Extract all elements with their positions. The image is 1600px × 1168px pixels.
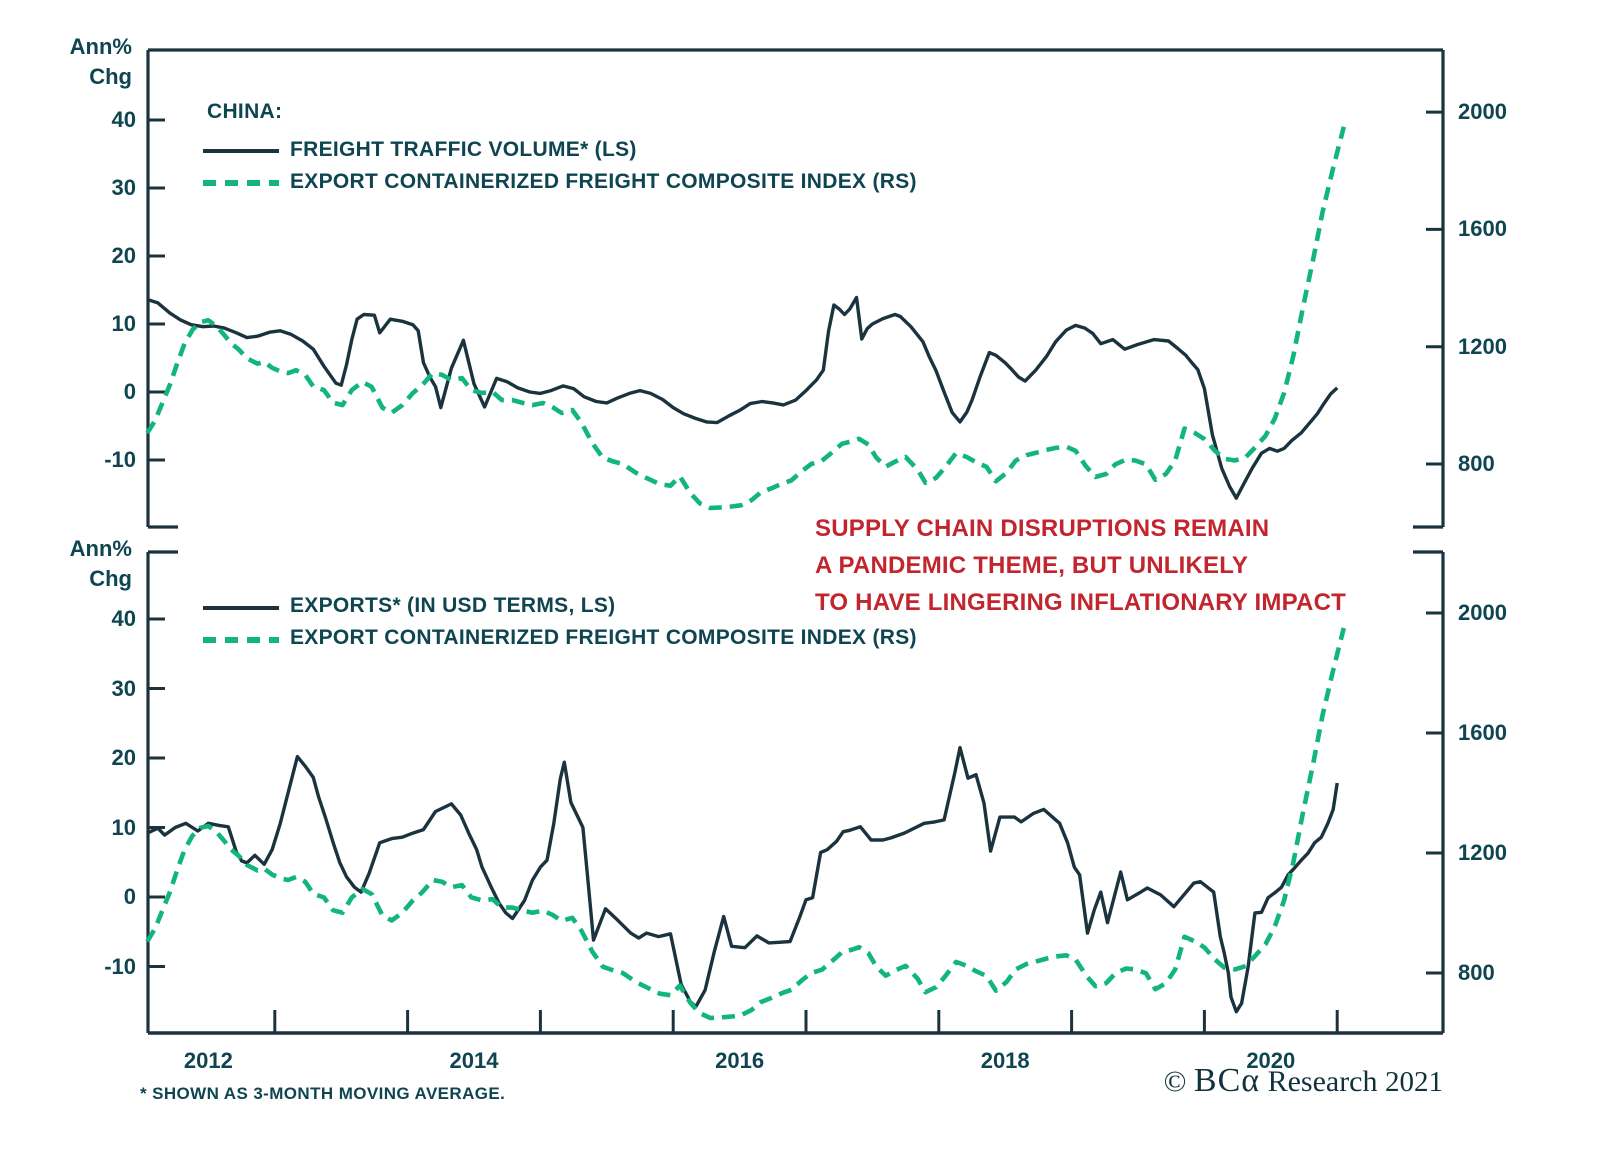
x-tick-label-2018: 2018 [980,1048,1030,1073]
x-tick-label-2012: 2012 [183,1048,233,1073]
right-tick-label-1200: 1200 [1458,840,1507,865]
right-tick-label-800: 800 [1458,451,1495,476]
x-tick-label-2016: 2016 [715,1048,765,1073]
legend-label-freight-index-bottom: EXPORT CONTAINERIZED FREIGHT COMPOSITE I… [290,626,917,649]
series-bottom-solid [146,745,1339,1014]
series-top-solid [146,295,1339,500]
right-tick-label-2000: 2000 [1458,600,1507,625]
legend-solid-line-swatch [203,149,279,153]
brand-name: Research [1260,1065,1385,1098]
left-tick-label-20: 20 [111,243,136,268]
left-tick-label-10: 10 [111,311,136,336]
x-tick-label-2020: 2020 [1246,1048,1296,1073]
right-tick-label-2000: 2000 [1458,99,1507,125]
legend-label-exports: EXPORTS* (IN USD TERMS, LS) [290,594,616,617]
footnote-moving-average: * SHOWN AS 3-MONTH MOVING AVERAGE. [140,1084,506,1103]
left-tick-label--10: -10 [104,953,136,979]
legend-label-freight-index-top: EXPORT CONTAINERIZED FREIGHT COMPOSITE I… [290,170,917,193]
left-tick-label-30: 30 [111,175,136,200]
left-tick-label-30: 30 [111,675,136,701]
left-tick-label-40: 40 [111,606,136,631]
legend-label-freight-traffic: FREIGHT TRAFFIC VOLUME* (LS) [290,138,637,161]
legend-dashed-line-swatch [203,637,279,643]
right-tick-label-1600: 1600 [1458,720,1507,745]
series-top-dashed [145,126,1347,511]
copyright-symbol: © [1163,1065,1194,1098]
brand-year: 2021 [1385,1066,1443,1098]
left-tick-label-0: 0 [123,884,136,909]
left-tick-label-20: 20 [111,745,136,770]
x-tick-label-2014: 2014 [449,1048,499,1073]
legend-heading-china: CHINA: [207,100,283,123]
series-bottom-dashed [145,627,1347,1021]
right-tick-label-1200: 1200 [1458,333,1507,359]
bca-logo-text: BCα [1193,1062,1261,1099]
annotation-line-1: SUPPLY CHAIN DISRUPTIONS REMAIN [815,515,1270,542]
left-tick-label--10: -10 [104,447,136,472]
annotation-line-2: A PANDEMIC THEME, BUT UNLIKELY [815,552,1249,579]
legend-solid-line-swatch [203,606,279,610]
left-tick-label-0: 0 [123,379,136,404]
right-tick-label-800: 800 [1458,960,1495,985]
bca-research-logo: © BCα Research 2021 [1164,1062,1443,1100]
top-left-axis-unit: Ann% Chg [69,34,132,89]
right-tick-label-1600: 1600 [1458,216,1507,242]
bottom-left-axis-unit: Ann% Chg [69,536,132,591]
left-tick-label-40: 40 [111,107,136,132]
annotation-line-3: TO HAVE LINGERING INFLATIONARY IMPACT [815,589,1346,616]
legend-dashed-line-swatch [203,180,279,186]
left-tick-label-10: 10 [111,814,136,840]
